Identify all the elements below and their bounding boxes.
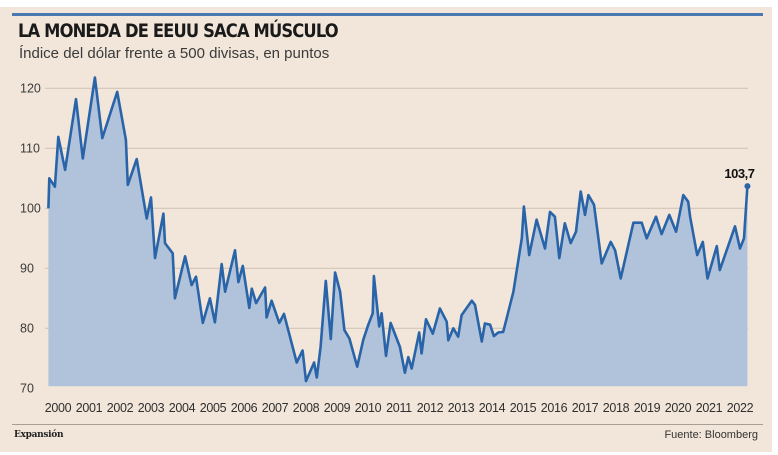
x-tick-label: 2008 <box>293 401 320 415</box>
x-tick-label: 2019 <box>634 401 661 415</box>
source-note: Fuente: Bloomberg <box>664 429 758 441</box>
x-tick-label: 2014 <box>479 401 506 415</box>
x-axis-ticks: 2000 2001 2002 2003 2004 2005 2006 2007 2008 2009… <box>45 401 754 415</box>
x-tick-label: 2012 <box>417 401 444 415</box>
x-tick-label: 2005 <box>200 401 227 415</box>
x-tick-label: 2002 <box>107 401 134 415</box>
x-tick-label: 2011 <box>386 401 412 415</box>
x-tick-label: 2021 <box>696 401 723 415</box>
top-accent-bar <box>12 13 763 16</box>
y-tick-label: 70 <box>20 381 34 395</box>
x-tick-label: 2004 <box>169 401 196 415</box>
data-points <box>48 77 748 382</box>
y-tick-label: 90 <box>20 261 34 275</box>
x-tick-label: 2018 <box>603 401 630 415</box>
last-point-marker <box>744 183 751 190</box>
area-fill <box>48 77 748 387</box>
chart-subtitle: Índice del dólar frente a 500 divisas, e… <box>19 45 330 62</box>
x-tick-label: 2009 <box>324 401 351 415</box>
x-tick-label: 2003 <box>138 401 165 415</box>
x-tick-label: 2000 <box>45 401 72 415</box>
x-tick-label: 2006 <box>231 401 258 415</box>
x-tick-label: 2022 <box>727 401 754 415</box>
x-tick-label: 2016 <box>541 401 568 415</box>
x-tick-label: 2017 <box>572 401 599 415</box>
footer-divider <box>12 424 763 425</box>
chart-title: LA MONEDA DE EEUU SACA MÚSCULO <box>18 20 339 42</box>
y-axis-ticks: 70 80 90 100 110 120 <box>20 81 41 395</box>
y-tick-label: 100 <box>20 201 41 215</box>
x-tick-label: 2015 <box>510 401 537 415</box>
x-tick-label: 2001 <box>76 401 103 415</box>
last-value-label: 103,7 <box>724 166 754 181</box>
x-tick-label: 2010 <box>355 401 382 415</box>
x-tick-label: 2020 <box>665 401 692 415</box>
y-tick-label: 110 <box>20 141 40 155</box>
y-tick-label: 80 <box>20 321 34 335</box>
publication-logo: Expansión <box>14 430 64 440</box>
x-tick-label: 2007 <box>262 401 289 415</box>
x-tick-label: 2013 <box>448 401 475 415</box>
y-tick-label: 120 <box>20 81 41 95</box>
